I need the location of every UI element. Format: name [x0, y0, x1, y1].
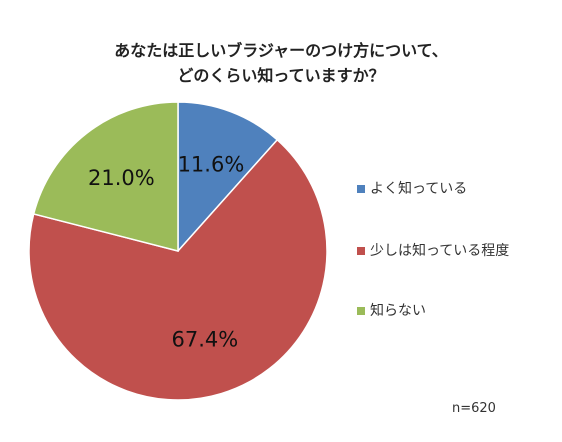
chart-title-line-2: どのくらい知っていますか？	[177, 66, 385, 85]
pie-data-label: 67.4%	[172, 327, 239, 351]
legend-swatch-icon	[357, 307, 365, 315]
sample-size-note: n=620	[452, 401, 496, 416]
pie-slice	[32, 101, 179, 252]
pie-data-label: 21.0%	[88, 166, 155, 190]
legend-swatch-icon	[357, 247, 365, 255]
legend-swatch-icon	[357, 185, 365, 193]
pie-slice	[28, 138, 328, 401]
pie-slice	[177, 101, 279, 253]
legend-label: よく知っている	[370, 181, 468, 197]
pie-data-label: 11.6%	[178, 153, 245, 177]
legend-label: 少しは知っている程度	[370, 243, 510, 259]
pie-slices	[28, 101, 328, 401]
legend-label: 知らない	[370, 303, 426, 319]
chart-title-line-1: あなたは正しいブラジャーのつけ方について、	[114, 41, 448, 60]
chart-title: あなたは正しいブラジャーのつけ方について、 どのくらい知っていますか？	[0, 38, 562, 88]
pie-data-labels: 11.6% 67.4% 21.0%	[88, 153, 244, 352]
